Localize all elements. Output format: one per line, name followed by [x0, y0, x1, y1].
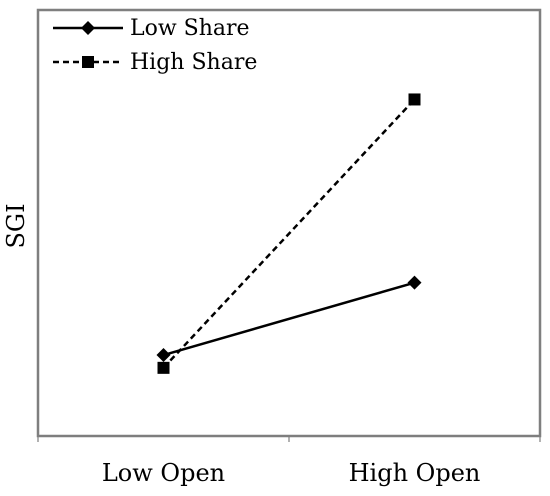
data-point [408, 93, 421, 106]
x-axis-tick-label: Low Open [102, 459, 225, 487]
series-layer [156, 93, 422, 374]
series-high-share [157, 93, 421, 374]
data-point [407, 275, 422, 290]
legend-marker [82, 56, 94, 68]
series-line [162, 98, 416, 369]
x-axis-tick-labels: Low Open High Open [102, 459, 481, 487]
legend-label: Low Share [130, 16, 250, 41]
legend-label: High Share [130, 50, 257, 75]
data-point [156, 348, 171, 363]
x-axis-ticks [37, 436, 541, 442]
y-axis-label: SGI [2, 203, 30, 248]
legend-marker [81, 21, 95, 35]
data-point [157, 361, 170, 374]
plot-area [36, 8, 542, 438]
legend-item: Low Share [53, 16, 250, 41]
series-line [163, 281, 415, 357]
legend-item: High Share [53, 50, 257, 75]
x-axis-tick-label: High Open [349, 459, 481, 487]
legend: Low Share High Share [53, 16, 257, 75]
series-low-share [156, 275, 422, 363]
